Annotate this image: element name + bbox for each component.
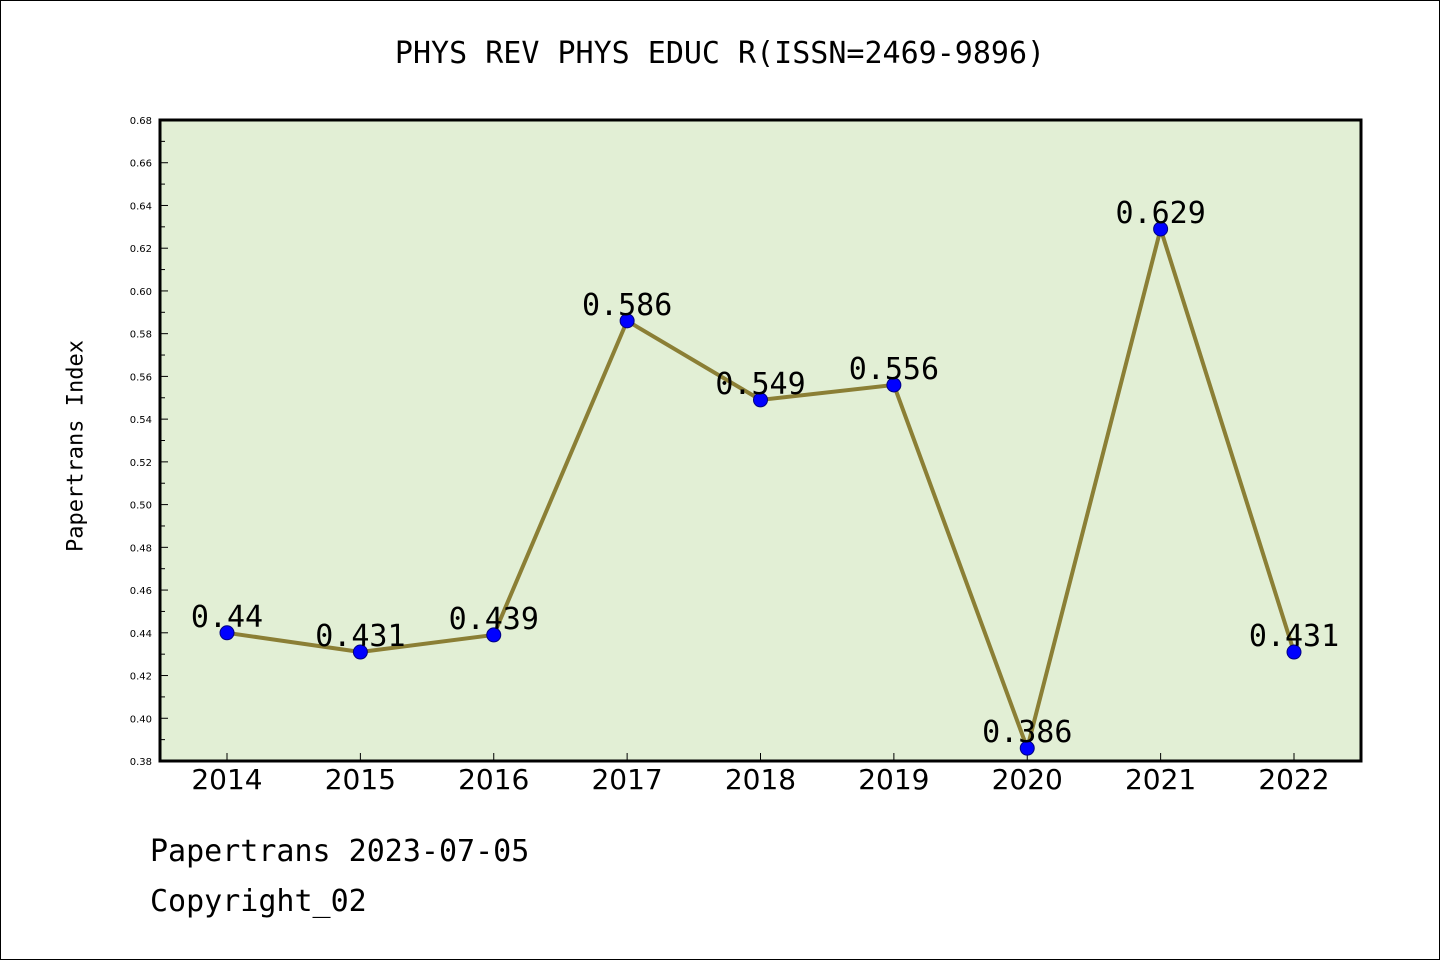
x-tick-label: 2021 <box>1125 763 1196 796</box>
data-point-marker <box>352 644 368 660</box>
y-tick-label: 0.44 <box>130 629 152 640</box>
data-label: 0.439 <box>449 602 539 637</box>
y-tick-label: 0.64 <box>130 201 152 212</box>
data-label: 0.44 <box>191 600 263 635</box>
y-tick-label: 0.62 <box>130 244 152 255</box>
data-label: 0.431 <box>315 619 405 654</box>
y-tick-label: 0.50 <box>130 501 152 512</box>
x-tick-label: 2017 <box>591 763 662 796</box>
y-tick-label: 0.52 <box>130 458 152 469</box>
data-point-marker <box>886 377 902 393</box>
x-tick-label: 2018 <box>725 763 796 796</box>
plot-border <box>158 118 1363 763</box>
y-tick-label: 0.54 <box>130 415 152 426</box>
y-tick-label: 0.46 <box>130 586 152 597</box>
x-tick-label: 2016 <box>458 763 529 796</box>
x-tick-label: 2014 <box>191 763 262 796</box>
data-label: 0.431 <box>1249 619 1339 654</box>
data-label: 0.386 <box>982 715 1072 750</box>
x-tick-label: 2019 <box>858 763 929 796</box>
chart-title: PHYS REV PHYS EDUC R(ISSN=2469-9896) <box>394 36 1046 71</box>
data-point-marker <box>1019 740 1035 756</box>
footer-copyright: Copyright_02 <box>150 884 367 919</box>
y-tick-label: 0.58 <box>130 330 152 341</box>
data-label: 0.549 <box>715 367 805 402</box>
y-tick-label: 0.48 <box>130 543 152 554</box>
data-point-marker <box>619 313 635 329</box>
data-point-marker <box>1153 221 1169 237</box>
y-tick-label: 0.42 <box>130 672 152 683</box>
x-tick-label: 2020 <box>992 763 1063 796</box>
data-label: 0.586 <box>582 288 672 323</box>
data-point-marker <box>1286 644 1302 660</box>
y-tick-label: 0.60 <box>130 287 152 298</box>
y-tick-label: 0.38 <box>130 757 152 768</box>
data-label: 0.556 <box>849 352 939 387</box>
data-point-marker <box>219 625 235 641</box>
data-label: 0.629 <box>1115 196 1205 231</box>
y-tick-label: 0.56 <box>130 372 152 383</box>
footer-date: Papertrans 2023-07-05 <box>150 834 530 869</box>
y-tick-label: 0.66 <box>130 159 152 170</box>
x-tick-label: 2022 <box>1258 763 1329 796</box>
data-point-marker <box>486 627 502 643</box>
y-tick-label: 0.68 <box>130 116 152 127</box>
x-tick-label: 2015 <box>325 763 396 796</box>
y-tick-label: 0.40 <box>130 714 152 725</box>
data-point-marker <box>753 392 768 408</box>
